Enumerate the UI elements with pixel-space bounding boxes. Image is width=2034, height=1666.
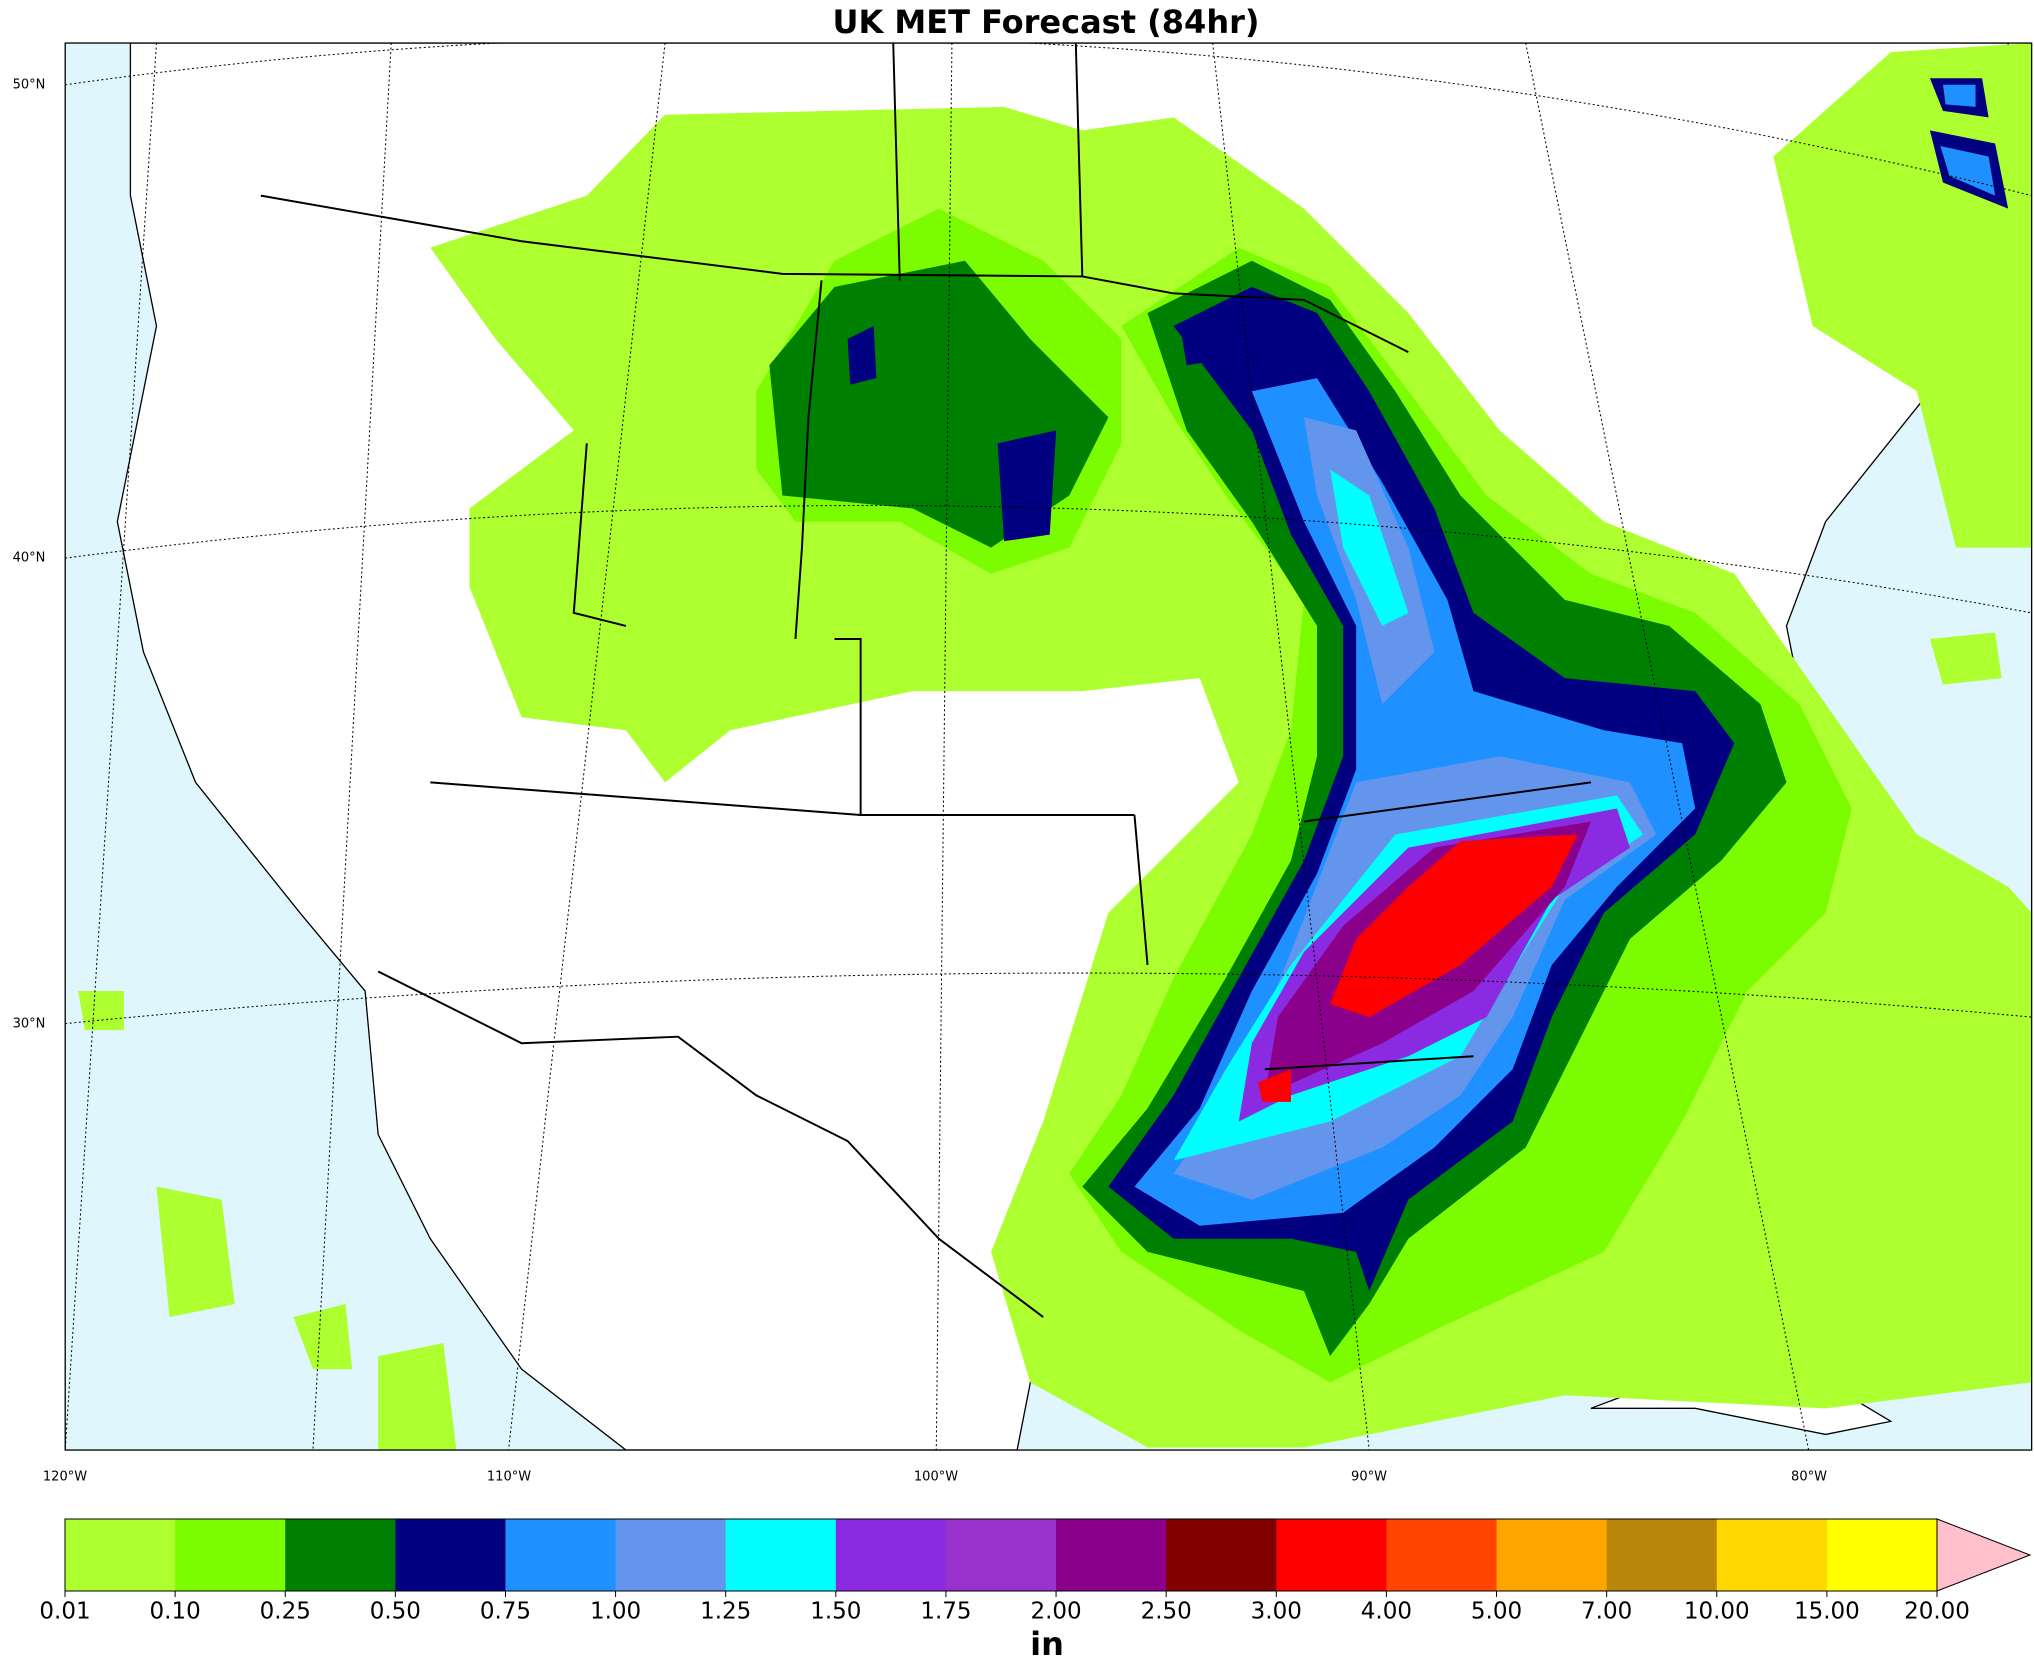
colorbar-tick-label: 0.50 xyxy=(370,1599,421,1625)
colorbar-segment xyxy=(615,1519,727,1591)
colorbar-extension xyxy=(1936,1518,2032,1592)
colorbar-segment xyxy=(945,1519,1057,1591)
lon-labels: 120°W 110°W 100°W 90°W 80°W xyxy=(43,1470,1827,1485)
colorbar-label: in xyxy=(1030,1625,1064,1663)
colorbar-segment xyxy=(1606,1519,1718,1591)
colorbar-segment xyxy=(1496,1519,1608,1591)
colorbar: 0.01 0.10 0.25 0.50 0.75 1.00 1.25 1.50 1.75 2.00… xyxy=(39,1518,2032,1663)
colorbar-tick-label: 5.00 xyxy=(1471,1599,1522,1625)
lon-label: 110°W xyxy=(487,1470,531,1485)
colorbar-tick-label: 1.25 xyxy=(700,1599,751,1625)
colorbar-tick-label: 15.00 xyxy=(1794,1599,1860,1625)
graticule xyxy=(65,43,2032,1451)
colorbar-tick-label: 3.00 xyxy=(1251,1599,1302,1625)
colorbar-segment xyxy=(285,1519,396,1591)
colorbar-segment xyxy=(1166,1519,1277,1591)
borders xyxy=(260,43,1592,1318)
precipitation xyxy=(78,43,2032,1451)
map xyxy=(64,42,2033,1451)
colorbar-segment xyxy=(1716,1519,1828,1591)
lat-labels: 50°N 40°N 30°N xyxy=(13,78,46,1032)
colorbar-tick-label: 2.50 xyxy=(1141,1599,1192,1625)
lat-label: 50°N xyxy=(13,78,46,93)
lon-label: 90°W xyxy=(1351,1470,1387,1485)
colorbar-tick-label: 0.01 xyxy=(39,1599,90,1625)
colorbar-segment xyxy=(395,1519,506,1591)
colorbar-segment xyxy=(1276,1519,1387,1591)
colorbar-segment xyxy=(1056,1519,1167,1591)
colorbar-tick-label: 4.00 xyxy=(1361,1599,1412,1625)
colorbar-tick-label: 1.00 xyxy=(590,1599,641,1625)
colorbar-tick-label: 1.75 xyxy=(920,1599,971,1625)
colorbar-tick-label: 0.75 xyxy=(480,1599,531,1625)
lon-label: 100°W xyxy=(914,1470,958,1485)
colorbar-segment xyxy=(505,1519,617,1591)
colorbar-frame xyxy=(64,1518,1938,1592)
map-frame xyxy=(64,42,2033,1451)
lat-label: 40°N xyxy=(13,551,46,566)
colorbar-tick-label: 7.00 xyxy=(1581,1599,1632,1625)
colorbar-segment xyxy=(835,1519,947,1591)
lat-label: 30°N xyxy=(13,1017,46,1032)
colorbar-tick-label: 20.00 xyxy=(1904,1599,1970,1625)
colorbar-tick-label: 1.50 xyxy=(810,1599,861,1625)
lon-label: 120°W xyxy=(43,1470,87,1485)
colorbar-tick-label: 0.10 xyxy=(150,1599,201,1625)
colorbar-tick-label: 2.00 xyxy=(1030,1599,1081,1625)
colorbar-segment xyxy=(65,1519,176,1591)
colorbar-segment xyxy=(1386,1519,1498,1591)
colorbar-segment xyxy=(725,1519,837,1591)
map-title: UK MET Forecast (84hr) xyxy=(832,3,1259,41)
colorbar-segment xyxy=(1826,1519,1938,1591)
colorbar-tick-label: 0.25 xyxy=(260,1599,311,1625)
lon-label: 80°W xyxy=(1791,1470,1827,1485)
colorbar-tick-label: 10.00 xyxy=(1684,1599,1750,1625)
colorbar-segment xyxy=(175,1519,286,1591)
